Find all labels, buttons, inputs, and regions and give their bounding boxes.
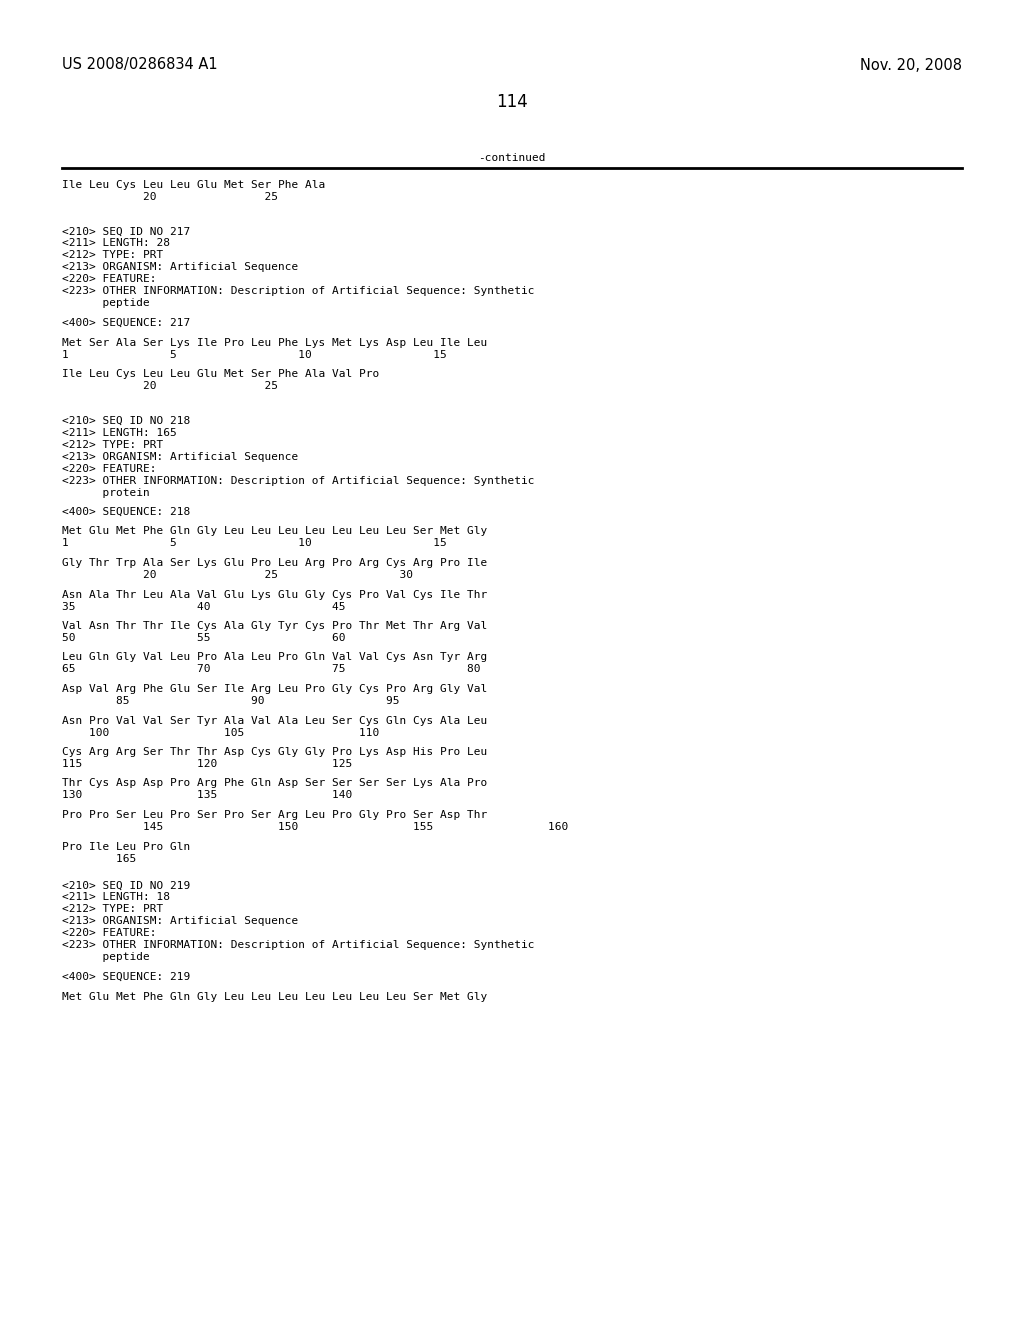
Text: <211> LENGTH: 28: <211> LENGTH: 28 [62,239,170,248]
Text: <213> ORGANISM: Artificial Sequence: <213> ORGANISM: Artificial Sequence [62,451,298,462]
Text: peptide: peptide [62,298,150,309]
Text: Asn Ala Thr Leu Ala Val Glu Lys Glu Gly Cys Pro Val Cys Ile Thr: Asn Ala Thr Leu Ala Val Glu Lys Glu Gly … [62,590,487,599]
Text: 35                  40                  45: 35 40 45 [62,602,345,611]
Text: <210> SEQ ID NO 217: <210> SEQ ID NO 217 [62,227,190,236]
Text: Ile Leu Cys Leu Leu Glu Met Ser Phe Ala Val Pro: Ile Leu Cys Leu Leu Glu Met Ser Phe Ala … [62,370,379,379]
Text: 1               5                  10                  15: 1 5 10 15 [62,350,446,359]
Text: -continued: -continued [478,153,546,162]
Text: Thr Cys Asp Asp Pro Arg Phe Gln Asp Ser Ser Ser Ser Lys Ala Pro: Thr Cys Asp Asp Pro Arg Phe Gln Asp Ser … [62,779,487,788]
Text: Asp Val Arg Phe Glu Ser Ile Arg Leu Pro Gly Cys Pro Arg Gly Val: Asp Val Arg Phe Glu Ser Ile Arg Leu Pro … [62,684,487,694]
Text: <212> TYPE: PRT: <212> TYPE: PRT [62,904,163,915]
Text: <212> TYPE: PRT: <212> TYPE: PRT [62,440,163,450]
Text: <223> OTHER INFORMATION: Description of Artificial Sequence: Synthetic: <223> OTHER INFORMATION: Description of … [62,475,535,486]
Text: 115                 120                 125: 115 120 125 [62,759,352,770]
Text: <213> ORGANISM: Artificial Sequence: <213> ORGANISM: Artificial Sequence [62,916,298,927]
Text: <210> SEQ ID NO 218: <210> SEQ ID NO 218 [62,416,190,425]
Text: Gly Thr Trp Ala Ser Lys Glu Pro Leu Arg Pro Arg Cys Arg Pro Ile: Gly Thr Trp Ala Ser Lys Glu Pro Leu Arg … [62,558,487,568]
Text: <400> SEQUENCE: 217: <400> SEQUENCE: 217 [62,318,190,327]
Text: <223> OTHER INFORMATION: Description of Artificial Sequence: Synthetic: <223> OTHER INFORMATION: Description of … [62,286,535,297]
Text: <211> LENGTH: 165: <211> LENGTH: 165 [62,428,177,437]
Text: <223> OTHER INFORMATION: Description of Artificial Sequence: Synthetic: <223> OTHER INFORMATION: Description of … [62,940,535,950]
Text: Met Ser Ala Ser Lys Ile Pro Leu Phe Lys Met Lys Asp Leu Ile Leu: Met Ser Ala Ser Lys Ile Pro Leu Phe Lys … [62,338,487,347]
Text: <400> SEQUENCE: 219: <400> SEQUENCE: 219 [62,972,190,982]
Text: Pro Ile Leu Pro Gln: Pro Ile Leu Pro Gln [62,842,190,851]
Text: 20                25                  30: 20 25 30 [62,570,413,579]
Text: 114: 114 [496,92,528,111]
Text: 50                  55                  60: 50 55 60 [62,634,345,643]
Text: <210> SEQ ID NO 219: <210> SEQ ID NO 219 [62,880,190,891]
Text: Met Glu Met Phe Gln Gly Leu Leu Leu Leu Leu Leu Leu Ser Met Gly: Met Glu Met Phe Gln Gly Leu Leu Leu Leu … [62,991,487,1002]
Text: 145                 150                 155                 160: 145 150 155 160 [62,822,568,832]
Text: 100                 105                 110: 100 105 110 [62,727,379,738]
Text: <220> FEATURE:: <220> FEATURE: [62,463,157,474]
Text: Met Glu Met Phe Gln Gly Leu Leu Leu Leu Leu Leu Leu Ser Met Gly: Met Glu Met Phe Gln Gly Leu Leu Leu Leu … [62,527,487,536]
Text: Asn Pro Val Val Ser Tyr Ala Val Ala Leu Ser Cys Gln Cys Ala Leu: Asn Pro Val Val Ser Tyr Ala Val Ala Leu … [62,715,487,726]
Text: Pro Pro Ser Leu Pro Ser Pro Ser Arg Leu Pro Gly Pro Ser Asp Thr: Pro Pro Ser Leu Pro Ser Pro Ser Arg Leu … [62,810,487,820]
Text: <213> ORGANISM: Artificial Sequence: <213> ORGANISM: Artificial Sequence [62,263,298,272]
Text: Cys Arg Arg Ser Thr Thr Asp Cys Gly Gly Pro Lys Asp His Pro Leu: Cys Arg Arg Ser Thr Thr Asp Cys Gly Gly … [62,747,487,756]
Text: 130                 135                 140: 130 135 140 [62,791,352,800]
Text: 65                  70                  75                  80: 65 70 75 80 [62,664,480,675]
Text: 85                  90                  95: 85 90 95 [62,696,399,706]
Text: <212> TYPE: PRT: <212> TYPE: PRT [62,251,163,260]
Text: Nov. 20, 2008: Nov. 20, 2008 [860,58,962,73]
Text: peptide: peptide [62,953,150,962]
Text: Val Asn Thr Thr Ile Cys Ala Gly Tyr Cys Pro Thr Met Thr Arg Val: Val Asn Thr Thr Ile Cys Ala Gly Tyr Cys … [62,620,487,631]
Text: Leu Gln Gly Val Leu Pro Ala Leu Pro Gln Val Val Cys Asn Tyr Arg: Leu Gln Gly Val Leu Pro Ala Leu Pro Gln … [62,652,487,663]
Text: <400> SEQUENCE: 218: <400> SEQUENCE: 218 [62,507,190,517]
Text: Ile Leu Cys Leu Leu Glu Met Ser Phe Ala: Ile Leu Cys Leu Leu Glu Met Ser Phe Ala [62,180,326,190]
Text: 20                25: 20 25 [62,191,278,202]
Text: <211> LENGTH: 18: <211> LENGTH: 18 [62,892,170,903]
Text: <220> FEATURE:: <220> FEATURE: [62,275,157,285]
Text: 20                25: 20 25 [62,381,278,391]
Text: US 2008/0286834 A1: US 2008/0286834 A1 [62,58,218,73]
Text: 165: 165 [62,854,136,863]
Text: protein: protein [62,487,150,498]
Text: 1               5                  10                  15: 1 5 10 15 [62,539,446,549]
Text: <220> FEATURE:: <220> FEATURE: [62,928,157,939]
